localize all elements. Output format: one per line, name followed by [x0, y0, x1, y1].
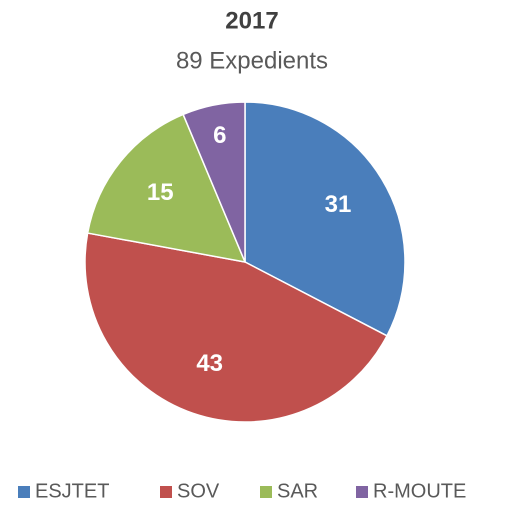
pie-slice — [244, 101, 406, 337]
chart-subtitle: 89 Expedients — [176, 47, 328, 74]
data-label: 43 — [196, 350, 223, 377]
pie-slice — [182, 101, 246, 263]
legend-label: ESJTET — [35, 480, 109, 502]
legend-label: SAR — [277, 480, 318, 502]
legend-swatch — [356, 486, 368, 498]
pie-slice — [86, 113, 247, 263]
legend-swatch — [160, 486, 172, 498]
legend-label: R-MOUTE — [373, 480, 466, 502]
legend-swatch — [260, 486, 272, 498]
legend-label: SOV — [177, 480, 220, 502]
legend-swatch — [18, 486, 30, 498]
data-label: 15 — [147, 179, 174, 206]
chart-title: 2017 — [225, 7, 278, 34]
pie-slice — [84, 232, 388, 423]
data-label: 6 — [213, 122, 226, 149]
data-label: 31 — [325, 191, 352, 218]
